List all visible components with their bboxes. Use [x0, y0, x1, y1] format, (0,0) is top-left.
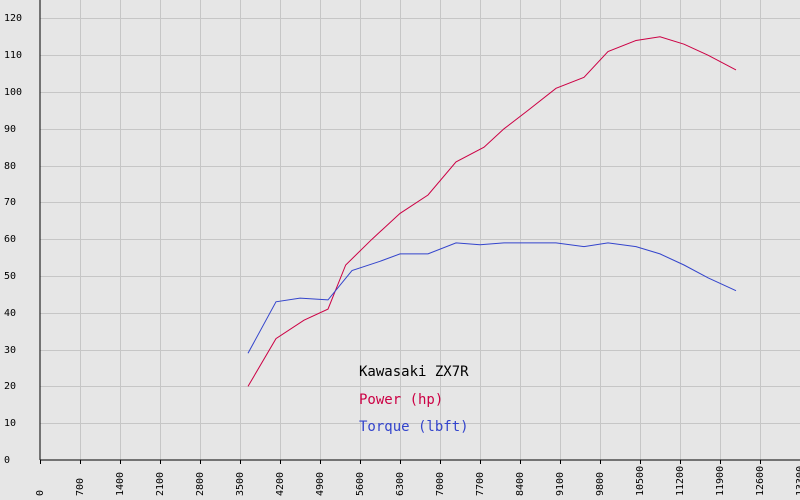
x-axis-ticks: 0 700 1400 2100 2800 3500 4200 4900 5600 6300 7000… — [35, 460, 800, 496]
x-tick-label: 700 — [75, 478, 86, 496]
y-tick-label: 0 — [4, 455, 10, 466]
x-tick-label: 2100 — [155, 472, 166, 496]
y-tick-label: 20 — [4, 381, 16, 392]
x-tick-label: 0 — [35, 490, 46, 496]
series-line-power — [247, 36, 737, 387]
x-tick-label: 7000 — [435, 472, 446, 496]
x-tick-label: 6300 — [395, 472, 406, 496]
x-tick-label: 4900 — [315, 472, 326, 496]
x-tick-label: 9800 — [595, 472, 606, 496]
y-tick-label: 80 — [4, 161, 16, 172]
y-tick-label: 50 — [4, 271, 16, 282]
y-tick-label: 100 — [4, 87, 22, 98]
series-lines — [247, 36, 737, 387]
y-tick-label: 90 — [4, 124, 16, 135]
legend-entry-power: Power (hp) — [359, 392, 443, 408]
x-tick-label: 8400 — [515, 472, 526, 496]
x-tick-label: 1400 — [115, 472, 126, 496]
x-tick-label: 3500 — [235, 472, 246, 496]
y-tick-label: 40 — [4, 308, 16, 319]
y-tick-label: 120 — [4, 13, 22, 24]
y-tick-label: 110 — [4, 50, 22, 61]
plot-area-background — [40, 0, 800, 460]
legend: Kawasaki ZX7R Power (hp) Torque (lbft) — [359, 364, 469, 435]
x-tick-label: 11900 — [715, 466, 726, 496]
x-tick-label: 12600 — [755, 466, 766, 496]
series-line-torque — [247, 242, 737, 354]
x-tick-label: 13300 — [795, 466, 800, 496]
y-tick-label: 70 — [4, 197, 16, 208]
legend-title: Kawasaki ZX7R — [359, 364, 469, 380]
x-tick-label: 5600 — [355, 472, 366, 496]
x-tick-label: 10500 — [635, 466, 646, 496]
legend-entry-torque: Torque (lbft) — [359, 419, 469, 435]
y-tick-label: 60 — [4, 234, 16, 245]
grid — [40, 0, 800, 460]
x-tick-label: 9100 — [555, 472, 566, 496]
x-tick-label: 2800 — [195, 472, 206, 496]
x-tick-label: 4200 — [275, 472, 286, 496]
x-tick-label: 7700 — [475, 472, 486, 496]
y-axis-ticks: 0 10 20 30 40 50 60 70 80 90 100 110 120 — [4, 13, 22, 466]
y-tick-label: 30 — [4, 345, 16, 356]
y-tick-label: 10 — [4, 418, 16, 429]
x-tick-label: 11200 — [675, 466, 686, 496]
